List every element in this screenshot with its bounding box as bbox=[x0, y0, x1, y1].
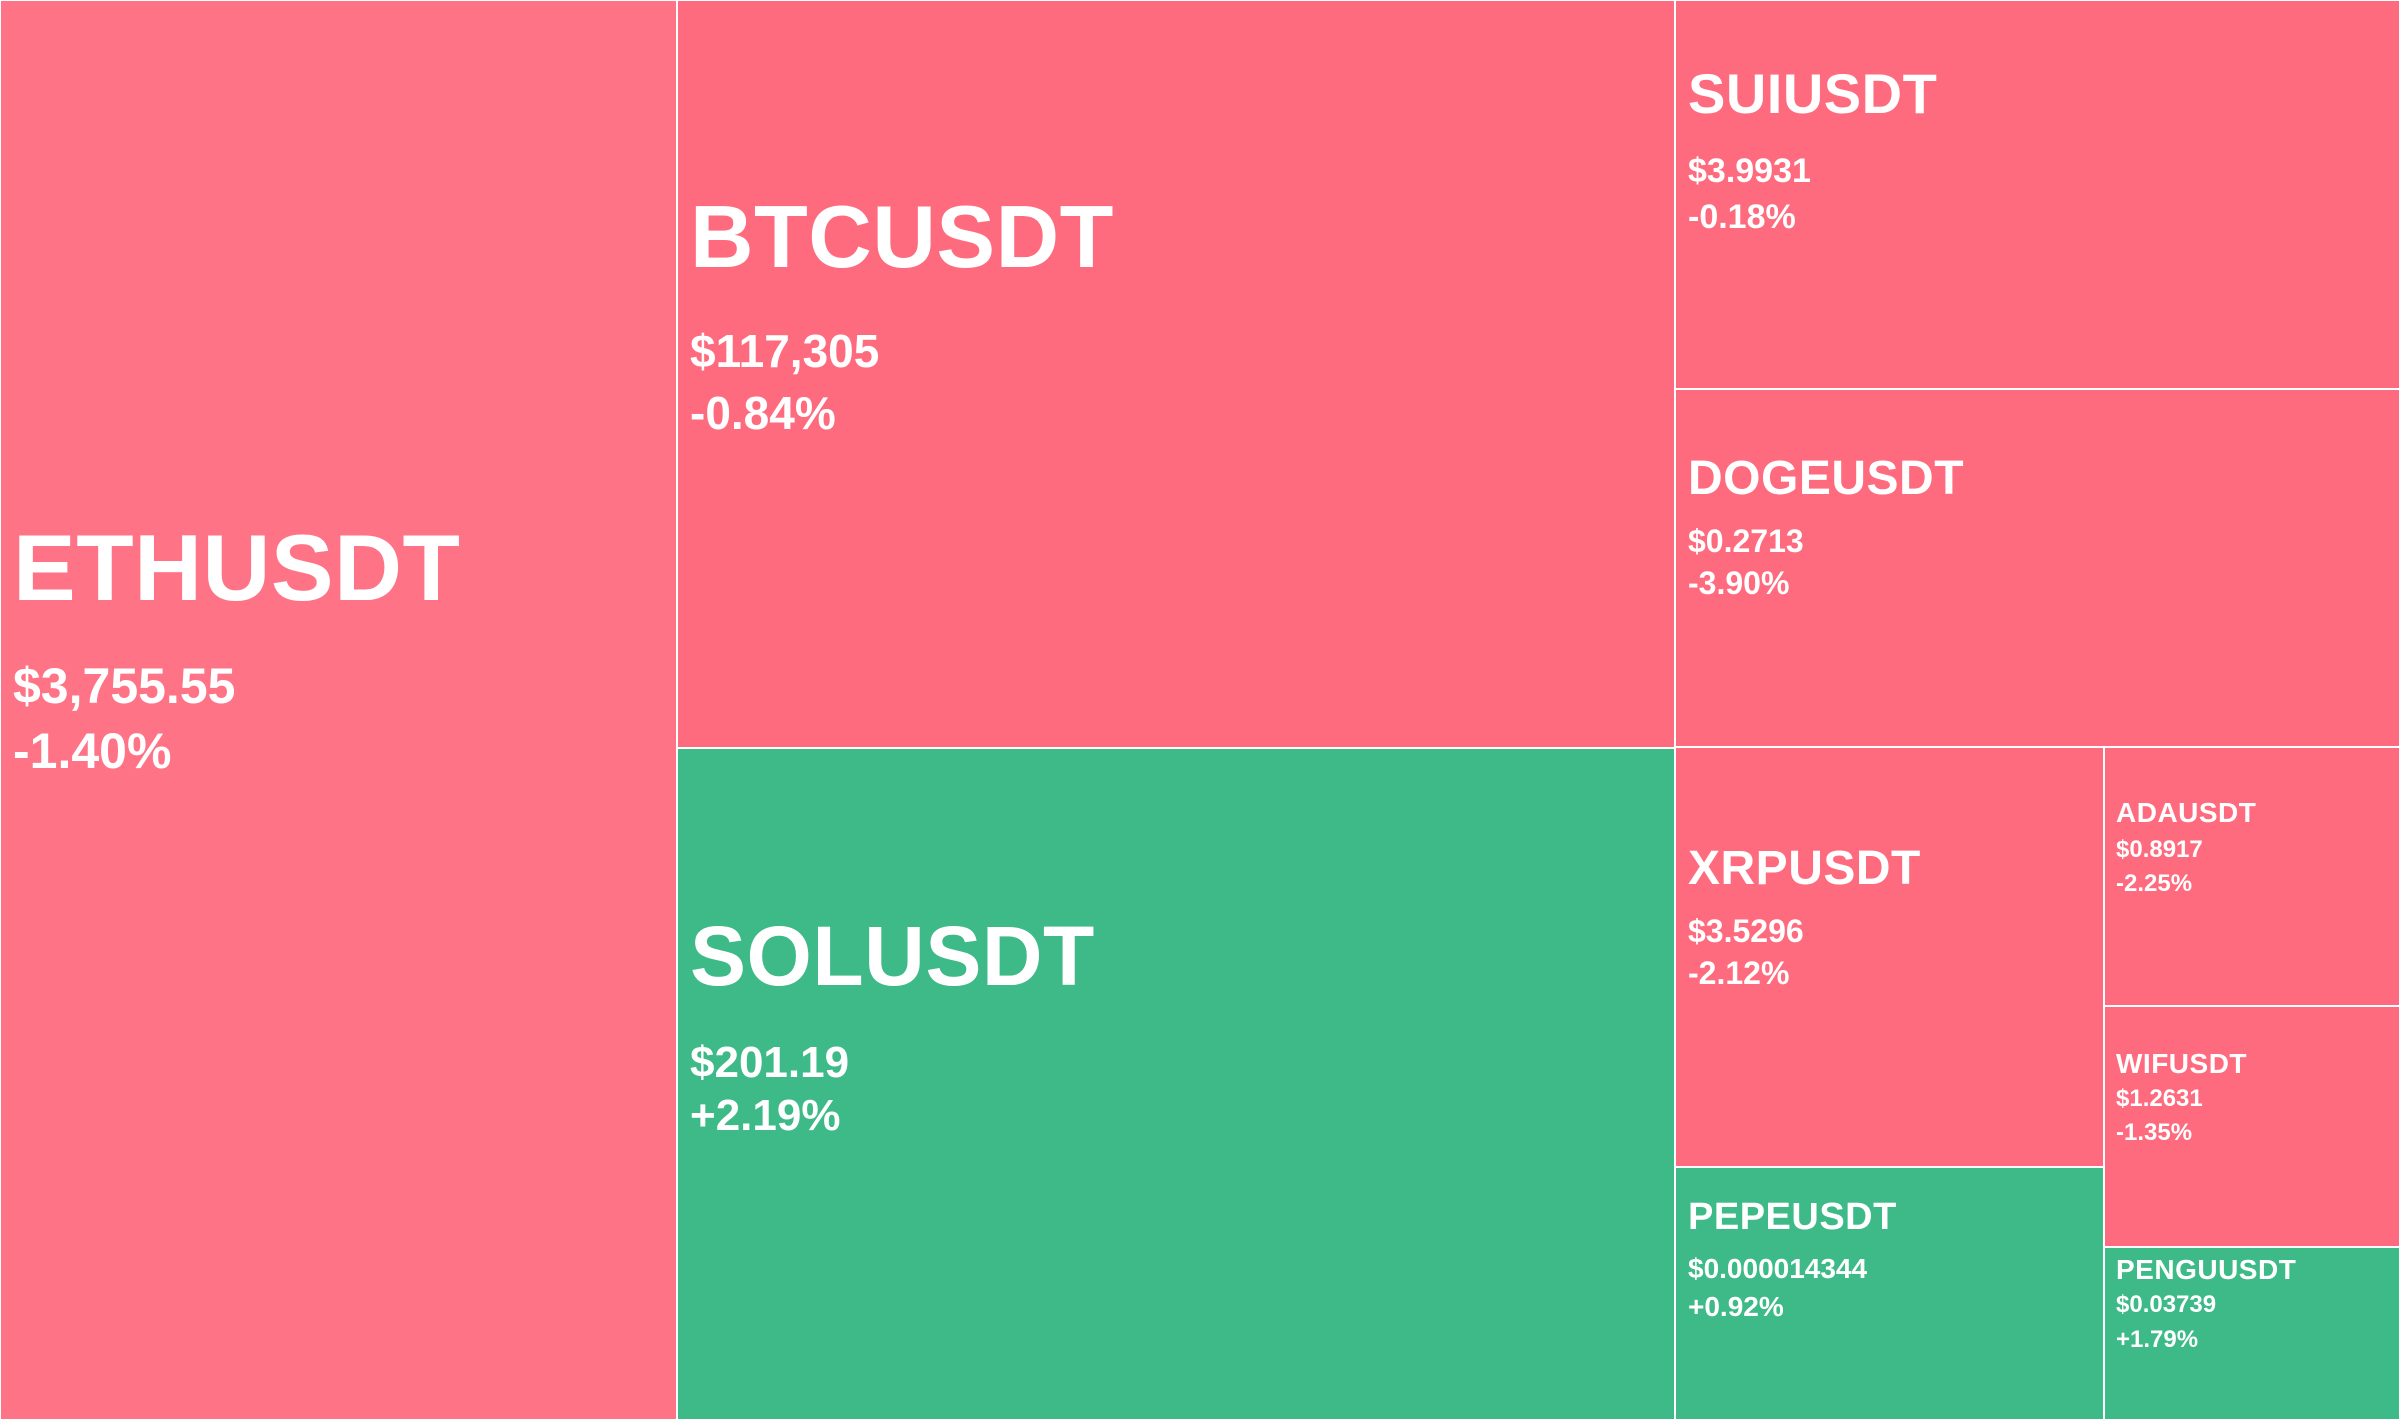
tile-symbol-label: ADAUSDT bbox=[2116, 796, 2257, 828]
tile-symbol-label: PEPEUSDT bbox=[1688, 1195, 1897, 1238]
tile-price-label: $201.19 bbox=[690, 1037, 850, 1087]
tile-price-label: $3.9931 bbox=[1688, 151, 1811, 190]
treemap-tile-pepeusdt[interactable]: PEPEUSDT $0.000014344 +0.92% bbox=[1675, 1167, 2104, 1420]
treemap-tile-xrpusdt[interactable]: XRPUSDT $3.5296 -2.12% bbox=[1675, 747, 2104, 1167]
treemap-tile-dogeusdt[interactable]: DOGEUSDT $0.2713 -3.90% bbox=[1675, 389, 2400, 747]
treemap-tile-adausdt[interactable]: ADAUSDT $0.8917 -2.25% bbox=[2104, 747, 2400, 1006]
treemap-tile-suiusdt[interactable]: SUIUSDT $3.9931 -0.18% bbox=[1675, 0, 2400, 389]
tile-price-label: $0.8917 bbox=[2116, 835, 2203, 863]
tile-change-label: -1.40% bbox=[13, 723, 172, 779]
tile-change-label: -0.18% bbox=[1688, 197, 1796, 236]
tile-symbol-label: SOLUSDT bbox=[690, 908, 1095, 1003]
tile-price-label: $0.000014344 bbox=[1688, 1252, 1868, 1284]
tile-price-label: $3.5296 bbox=[1688, 913, 1804, 950]
tile-price-label: $0.03739 bbox=[2116, 1290, 2217, 1318]
tile-change-label: +0.92% bbox=[1688, 1290, 1784, 1322]
treemap-tile-wifusdt[interactable]: WIFUSDT $1.2631 -1.35% bbox=[2104, 1006, 2400, 1247]
tile-symbol-label: SUIUSDT bbox=[1688, 62, 1938, 126]
tile-price-label: $1.2631 bbox=[2116, 1084, 2203, 1112]
tile-change-label: -2.25% bbox=[2116, 869, 2193, 897]
tile-symbol-label: XRPUSDT bbox=[1688, 841, 1921, 895]
tile-change-label: +1.79% bbox=[2116, 1325, 2199, 1353]
tile-price-label: $3,755.55 bbox=[13, 658, 236, 714]
tile-symbol-label: ETHUSDT bbox=[13, 514, 461, 620]
treemap-tile-btcusdt[interactable]: BTCUSDT $117,305 -0.84% bbox=[677, 0, 1675, 748]
tile-symbol-label: DOGEUSDT bbox=[1688, 451, 1965, 505]
tile-change-label: -0.84% bbox=[690, 387, 836, 440]
tile-change-label: -1.35% bbox=[2116, 1118, 2193, 1146]
tile-change-label: +2.19% bbox=[690, 1090, 841, 1140]
tile-symbol-label: PENGUUSDT bbox=[2116, 1253, 2297, 1285]
tile-price-label: $117,305 bbox=[690, 325, 880, 378]
tile-symbol-label: WIFUSDT bbox=[2116, 1047, 2248, 1079]
treemap-tile-solusdt[interactable]: SOLUSDT $201.19 +2.19% bbox=[677, 748, 1675, 1420]
tile-change-label: -2.12% bbox=[1688, 955, 1790, 992]
tile-price-label: $0.2713 bbox=[1688, 523, 1804, 560]
treemap-tile-ethusdt[interactable]: ETHUSDT $3,755.55 -1.40% bbox=[0, 0, 677, 1420]
tile-change-label: -3.90% bbox=[1688, 565, 1790, 602]
treemap-tile-penguusdt[interactable]: PENGUUSDT $0.03739 +1.79% bbox=[2104, 1247, 2400, 1420]
tile-symbol-label: BTCUSDT bbox=[690, 186, 1114, 286]
